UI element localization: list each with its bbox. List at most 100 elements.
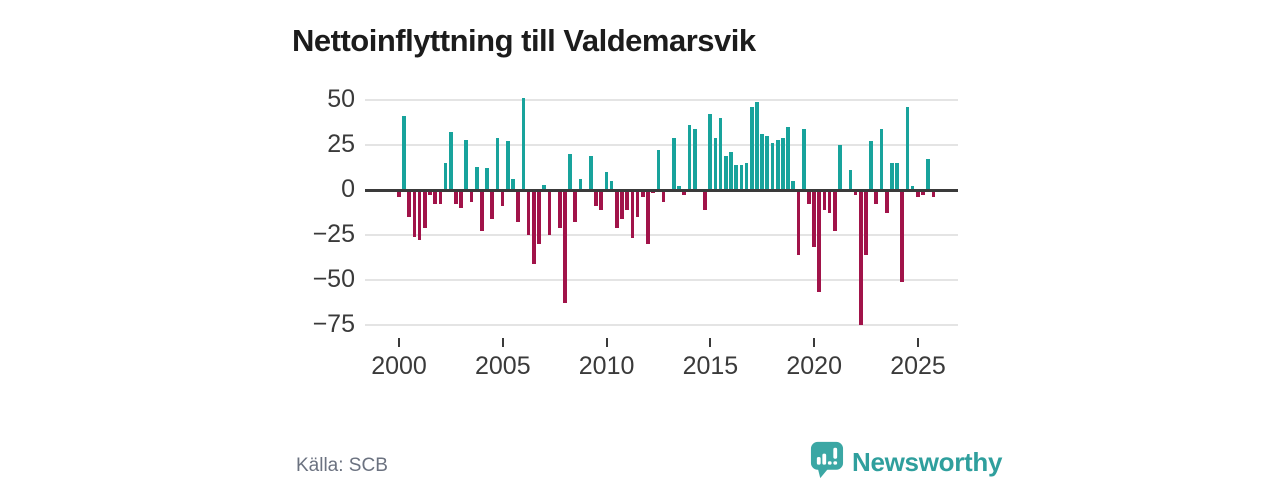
- x-axis-tick: [813, 338, 816, 347]
- gridline: [365, 99, 958, 101]
- positive-bar: [744, 163, 749, 190]
- positive-bar: [578, 179, 583, 190]
- gridline: [365, 234, 958, 236]
- negative-bar: [614, 191, 619, 228]
- positive-bar: [485, 168, 489, 190]
- positive-bar: [910, 186, 915, 190]
- positive-bar: [718, 118, 723, 190]
- chart-title: Nettoinflyttning till Valdemarsvik: [292, 22, 756, 58]
- negative-bar: [796, 191, 801, 255]
- positive-bar: [879, 128, 884, 190]
- positive-bar: [604, 172, 609, 190]
- negative-bar: [531, 191, 536, 264]
- negative-bar: [407, 191, 412, 217]
- negative-bar: [874, 191, 879, 205]
- y-axis-label: −25: [312, 220, 355, 248]
- negative-bar: [682, 191, 687, 196]
- positive-bar: [713, 137, 718, 190]
- negative-bar: [547, 191, 552, 235]
- positive-bar: [464, 139, 469, 190]
- negative-bar: [417, 191, 422, 241]
- negative-bar: [635, 191, 640, 217]
- negative-bar: [469, 191, 474, 203]
- negative-bar: [931, 191, 936, 197]
- positive-bar: [589, 155, 593, 190]
- positive-bar: [609, 181, 614, 190]
- positive-bar: [801, 128, 806, 190]
- positive-bar: [926, 159, 931, 190]
- negative-bar: [563, 191, 567, 304]
- gridline: [365, 324, 958, 326]
- negative-bar: [884, 191, 889, 214]
- x-axis-tick: [605, 338, 608, 347]
- negative-bar: [822, 191, 827, 210]
- negative-bar: [703, 191, 707, 210]
- negative-bar: [625, 191, 630, 210]
- negative-bar: [428, 191, 432, 196]
- negative-bar: [620, 191, 624, 219]
- positive-bar: [786, 127, 790, 190]
- y-axis-label: 0: [341, 175, 355, 203]
- negative-bar: [646, 191, 650, 244]
- positive-bar: [511, 179, 515, 190]
- negative-bar: [630, 191, 635, 239]
- newsworthy-icon: [810, 441, 844, 480]
- positive-bar: [734, 164, 739, 190]
- source-caption: Källa: SCB: [296, 455, 388, 476]
- negative-bar: [921, 191, 925, 196]
- positive-bar: [765, 136, 770, 190]
- negative-bar: [900, 191, 905, 282]
- positive-bar: [781, 137, 785, 190]
- positive-bar: [739, 164, 744, 190]
- positive-bar: [542, 184, 546, 190]
- gridline: [365, 279, 958, 281]
- negative-bar: [651, 191, 655, 194]
- negative-bar: [490, 191, 495, 219]
- positive-bar: [656, 150, 661, 190]
- x-axis-label: 2010: [578, 352, 635, 380]
- negative-bar: [853, 191, 858, 196]
- negative-bar: [516, 191, 521, 223]
- x-axis-tick: [709, 338, 712, 347]
- positive-bar: [791, 181, 796, 190]
- negative-bar: [480, 191, 484, 232]
- negative-bar: [557, 191, 562, 228]
- positive-bar: [890, 163, 894, 190]
- positive-bar: [568, 154, 572, 190]
- positive-bar: [672, 137, 676, 190]
- negative-bar: [433, 191, 438, 205]
- x-axis-tick: [917, 338, 919, 347]
- negative-bar: [817, 191, 822, 293]
- y-axis-label: 50: [327, 85, 355, 113]
- x-axis-tick: [398, 338, 400, 347]
- positive-bar: [770, 143, 775, 190]
- negative-bar: [422, 191, 427, 228]
- x-axis-label: 2000: [371, 352, 427, 380]
- negative-bar: [573, 191, 578, 223]
- negative-bar: [599, 191, 604, 210]
- y-axis-label: −75: [312, 310, 355, 338]
- positive-bar: [838, 145, 842, 190]
- negative-bar: [916, 191, 920, 197]
- x-axis-label: 2005: [474, 352, 531, 380]
- positive-bar: [848, 170, 853, 190]
- gridline: [365, 144, 958, 146]
- negative-bar: [812, 191, 816, 248]
- positive-bar: [692, 128, 697, 190]
- negative-bar: [594, 191, 598, 206]
- positive-bar: [505, 141, 510, 190]
- negative-bar: [640, 191, 645, 197]
- positive-bar: [723, 155, 728, 190]
- y-axis-label: 25: [327, 130, 355, 158]
- positive-bar: [495, 137, 500, 190]
- positive-bar: [677, 186, 681, 190]
- x-axis-label: 2025: [890, 352, 946, 380]
- negative-bar: [397, 191, 401, 197]
- positive-bar: [869, 141, 873, 190]
- negative-bar: [537, 191, 541, 244]
- negative-bar: [454, 191, 458, 205]
- negative-bar: [661, 191, 666, 203]
- negative-bar: [459, 191, 463, 208]
- positive-bar: [402, 116, 406, 190]
